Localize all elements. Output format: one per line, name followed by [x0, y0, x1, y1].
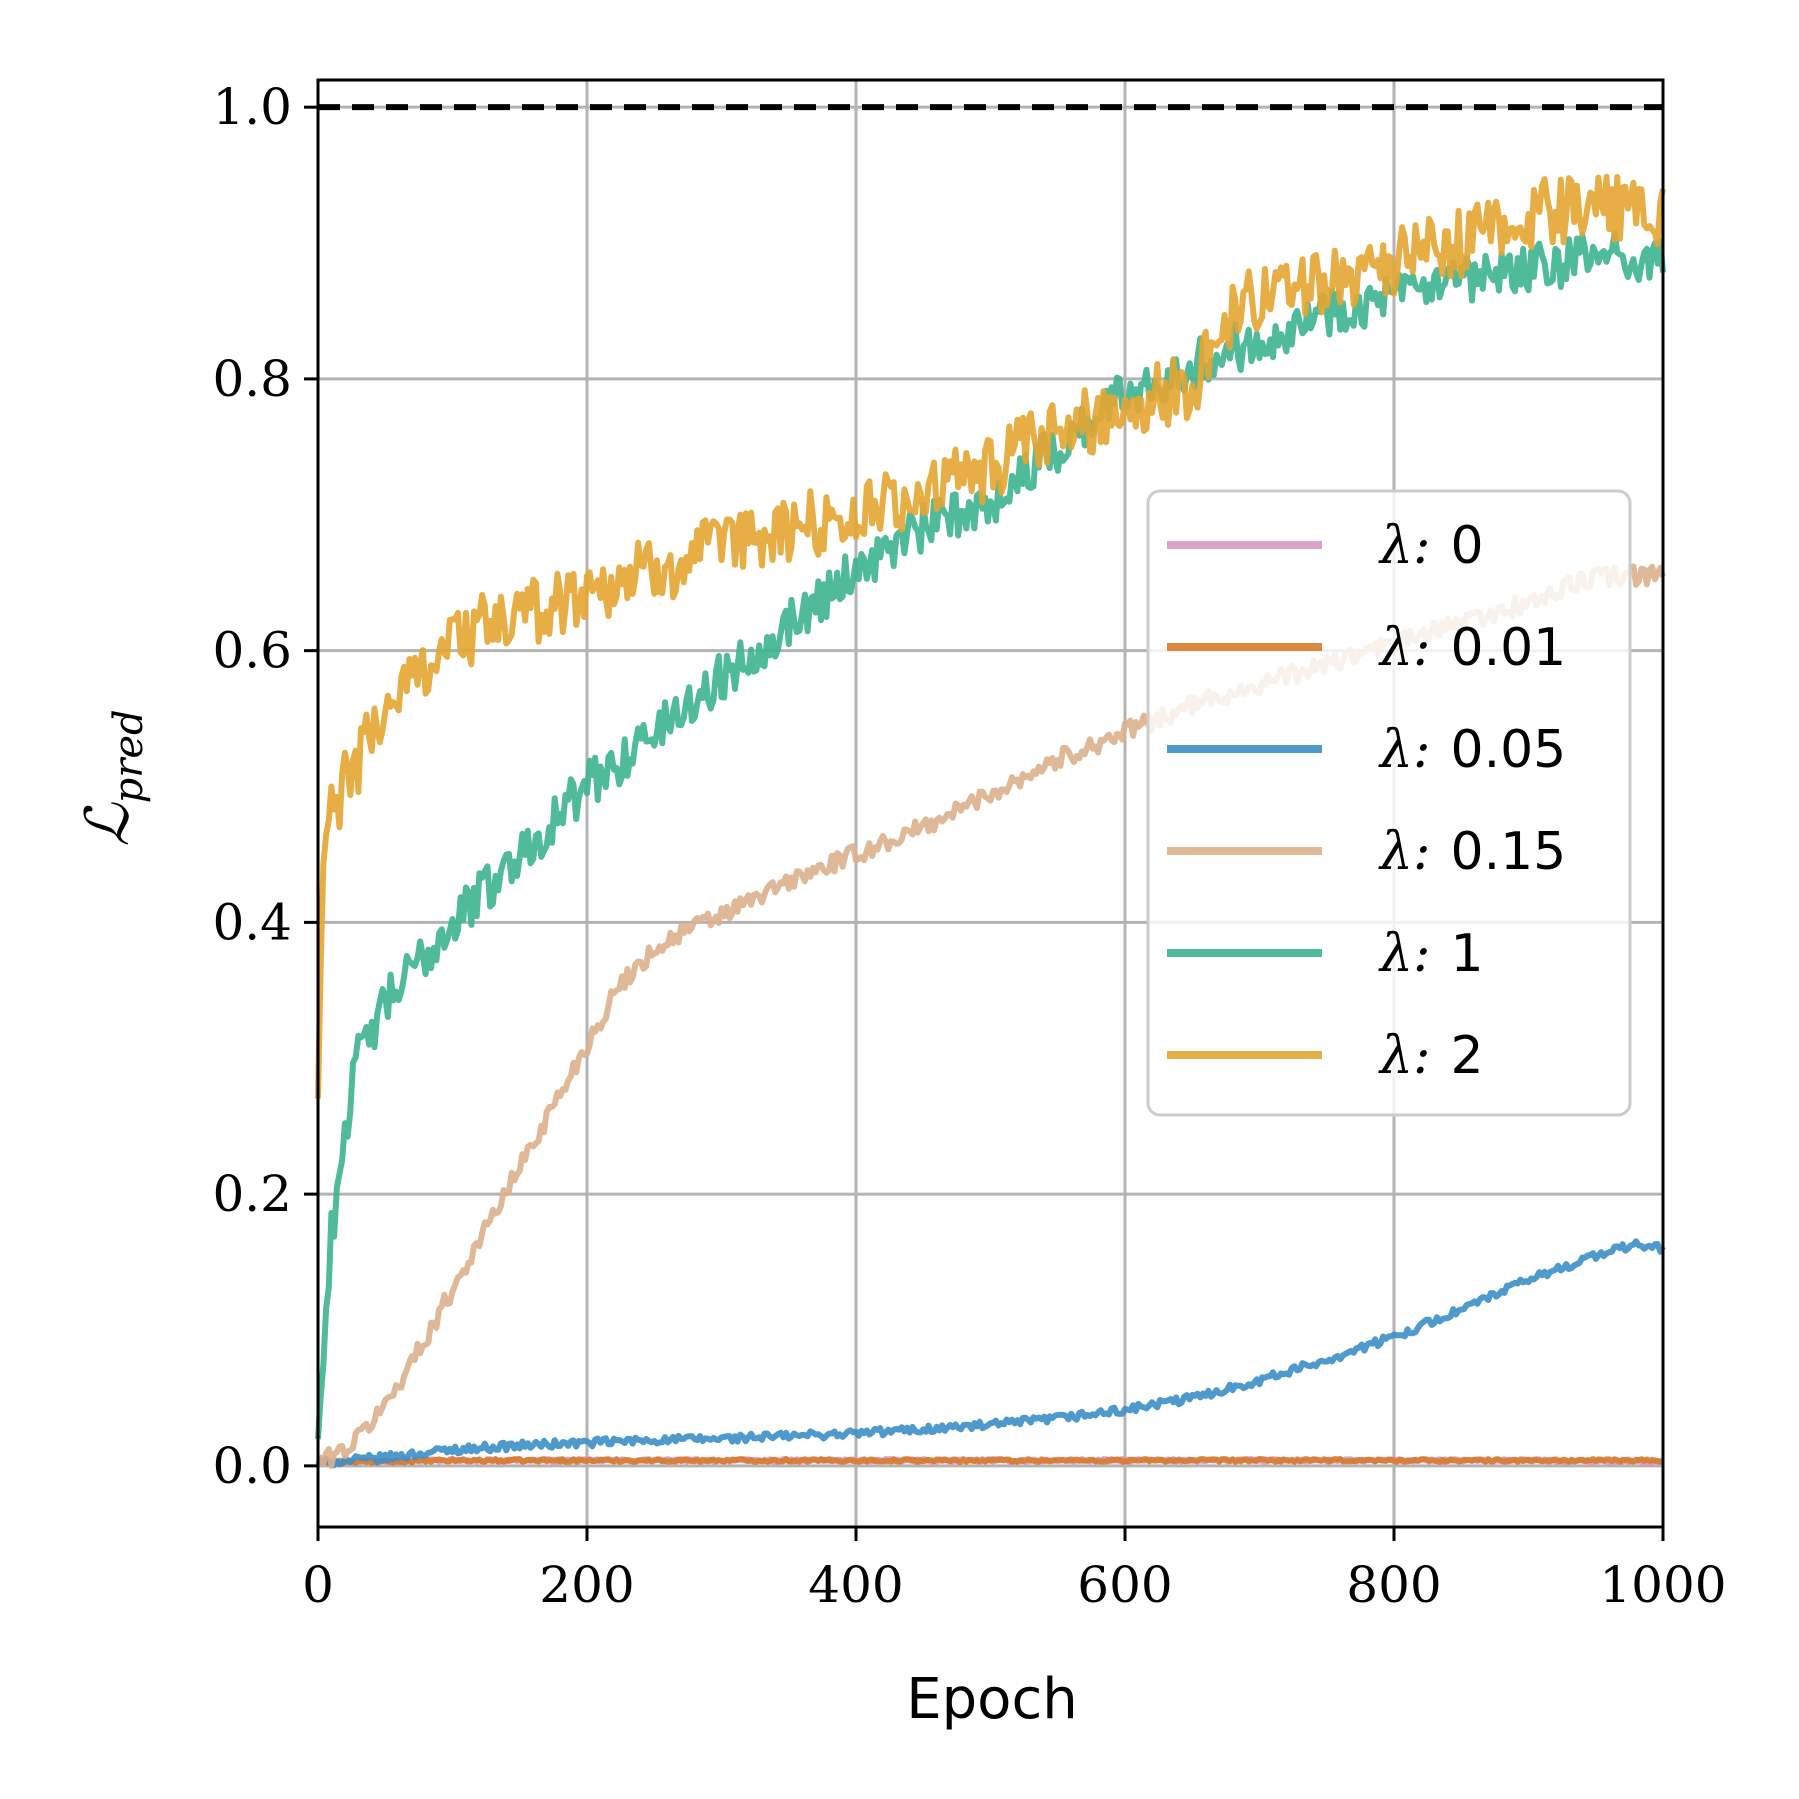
y-tick-label-0.6: 0.6 — [212, 622, 292, 680]
series-line-0-01 — [316, 1456, 1664, 1466]
legend-label-0-01: λ: 0.01 — [1378, 618, 1566, 678]
axis-ticks: 0 200 400 600 800 1000 0.0 0.2 0.4 0.6 0.8 1.0 — [212, 78, 1726, 1614]
legend-lambda: λ: — [1378, 618, 1430, 678]
legend-frame — [1146, 489, 1632, 1117]
x-tick-label-200: 200 — [539, 1556, 634, 1614]
legend-value: 0.15 — [1450, 822, 1566, 882]
legend-label-1: λ: 1 — [1378, 924, 1484, 984]
legend-value: 1 — [1450, 924, 1483, 984]
legend-value: 0.01 — [1450, 618, 1566, 678]
series-line-1 — [315, 230, 1666, 1440]
x-tick-label-600: 600 — [1077, 1556, 1172, 1614]
legend-lambda: λ: — [1378, 924, 1430, 984]
legend-lambda: λ: — [1378, 822, 1430, 882]
legend-lambda: λ: — [1378, 516, 1430, 576]
legend: λ: 0 λ: 0.01 λ: 0.05 λ: 0.15 λ: 1 λ: 2 — [1146, 489, 1632, 1117]
legend-label-0-05: λ: 0.05 — [1378, 720, 1566, 780]
x-tick-label-400: 400 — [808, 1556, 903, 1614]
legend-lambda: λ: — [1378, 1026, 1430, 1086]
y-tick-label-0.0: 0.0 — [212, 1437, 292, 1495]
y-tick-label-1.0: 1.0 — [212, 78, 292, 136]
x-tick-label-800: 800 — [1346, 1556, 1441, 1614]
legend-label-0-15: λ: 0.15 — [1378, 822, 1566, 882]
legend-label-2: λ: 2 — [1378, 1026, 1484, 1086]
x-tick-label-0: 0 — [302, 1556, 334, 1614]
legend-value: 0 — [1450, 516, 1483, 576]
y-tick-label-0.8: 0.8 — [212, 350, 292, 408]
legend-lambda: λ: — [1378, 720, 1430, 780]
x-axis-label: Epoch — [906, 1667, 1077, 1732]
y-axis-label-main: ℒ — [73, 802, 143, 847]
legend-label-0: λ: 0 — [1378, 516, 1484, 576]
y-axis-label: ℒpred — [73, 709, 152, 846]
series-layer — [315, 173, 1666, 1469]
y-tick-label-0.4: 0.4 — [212, 893, 292, 951]
y-tick-label-0.2: 0.2 — [212, 1165, 292, 1223]
legend-value: 2 — [1450, 1026, 1483, 1086]
series-line-2 — [315, 173, 1666, 1099]
legend-value: 0.05 — [1450, 720, 1566, 780]
y-axis-label-sub: pred — [106, 709, 152, 803]
plot-frame — [316, 78, 1665, 1529]
x-tick-label-1000: 1000 — [1599, 1556, 1726, 1614]
series-line-0-05 — [315, 1238, 1666, 1469]
